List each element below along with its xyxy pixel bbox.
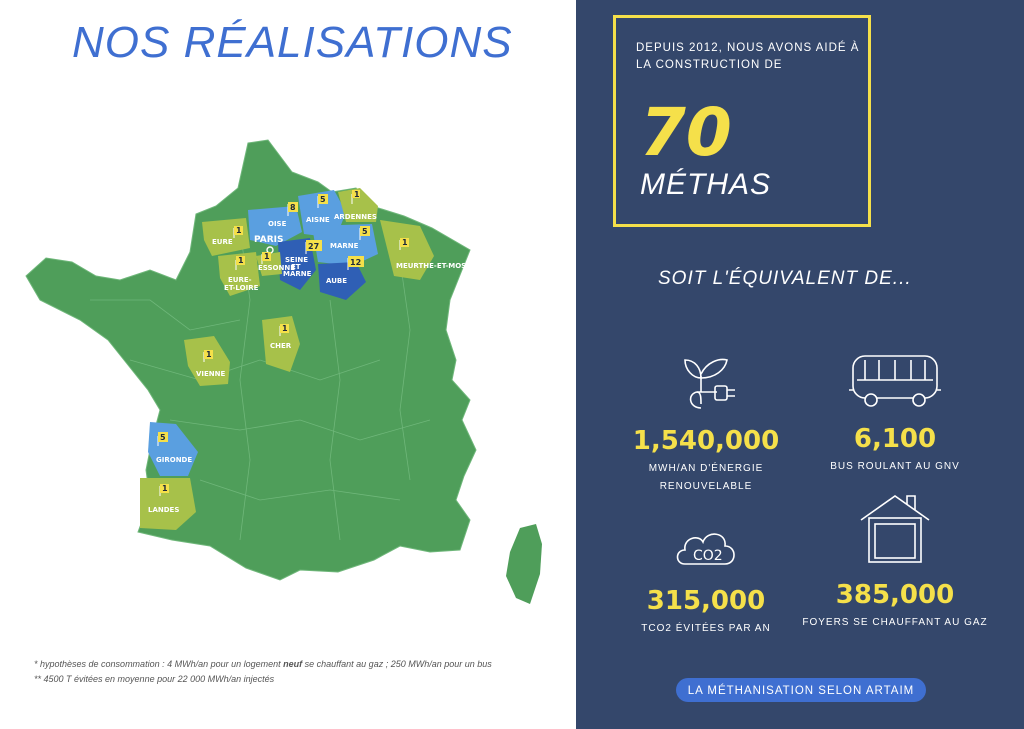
svg-text:1: 1	[162, 484, 168, 493]
flag-aisne: 5	[317, 194, 328, 208]
flag-oise: 8	[287, 202, 298, 216]
paris-label: PARIS	[254, 235, 284, 245]
co2-text: CO2	[693, 548, 723, 564]
stat-co2-value: 315,000	[646, 586, 766, 616]
label-vienne: VIENNE	[196, 370, 226, 378]
region-ardennes	[338, 188, 378, 222]
svg-text:12: 12	[350, 258, 361, 267]
highlight-number: 70	[640, 94, 732, 171]
footnote-1: * hypothèses de consommation : 4 MWh/an …	[34, 657, 564, 672]
map-panel: NOS RÉALISATIONS PARI	[25, 18, 564, 687]
label-aube: AUBE	[326, 277, 347, 285]
flag-eure-et-loire: 1	[235, 256, 245, 270]
equivalent-title: SOIT L'ÉQUIVALENT DE...	[658, 268, 912, 289]
stat-homes-value: 385,000	[835, 580, 955, 610]
label-oise: OISE	[268, 220, 287, 228]
label-eure-et-loire: EURE-	[228, 276, 252, 284]
label-eure-et-loire-2: ET-LOIRE	[224, 284, 259, 292]
stat-bus-value: 6,100	[853, 424, 937, 454]
stat-energy-label: MWH/AN D'ÉNERGIE RENOUVELABLE	[648, 463, 764, 492]
label-ardennes: ARDENNES	[334, 213, 377, 221]
bus-icon	[849, 355, 941, 407]
region-eure-et-loire	[218, 252, 260, 296]
label-landes: LANDES	[148, 506, 179, 514]
stat-homes: 385,000 FOYERS SE CHAUFFANT AU GAZ	[795, 490, 995, 632]
region-meurthe-et-moselle	[380, 220, 434, 280]
flag-gironde: 5	[157, 432, 168, 446]
svg-text:1: 1	[402, 238, 408, 247]
france-map: PARIS OISE AISNE ARDENNES EURE SEINE ET …	[25, 139, 542, 604]
region-aube	[318, 262, 366, 300]
flag-ardennes: 1	[351, 190, 360, 204]
stat-co2: CO2 315,000 TCO2 ÉVITÉES PAR AN	[606, 520, 806, 638]
svg-text:5: 5	[362, 227, 368, 236]
stat-bus-label: BUS ROULANT AU GNV	[830, 461, 960, 472]
region-cher	[262, 316, 300, 372]
stat-energy-value: 1,540,000	[632, 426, 780, 456]
region-vienne	[184, 336, 230, 386]
label-cher: CHER	[270, 342, 292, 350]
flag-eure: 1	[233, 226, 243, 238]
footnotes: * hypothèses de consommation : 4 MWh/an …	[34, 657, 564, 687]
house-icon	[860, 495, 930, 563]
svg-text:8: 8	[290, 203, 296, 212]
flag-cher: 1	[279, 324, 289, 336]
highlight-box: DEPUIS 2012, NOUS AVONS AIDÉ À LA CONSTR…	[613, 15, 871, 227]
flag-seine-et-marne: 27	[305, 240, 322, 254]
region-landes	[140, 478, 196, 530]
plant-plug-icon	[684, 358, 735, 409]
label-marne-sm: MARNE	[283, 270, 312, 278]
svg-text:1: 1	[282, 324, 288, 333]
svg-text:1: 1	[264, 252, 270, 261]
highlight-intro: DEPUIS 2012, NOUS AVONS AIDÉ À LA CONSTR…	[636, 42, 860, 71]
page-title: NOS RÉALISATIONS	[72, 18, 513, 67]
flag-essonne: 1	[261, 252, 271, 264]
label-et: ET	[291, 263, 301, 271]
flag-aube: 12	[347, 256, 364, 270]
label-meurthe: MEURTHE-ET-MOSELLE	[396, 262, 485, 270]
flag-landes: 1	[159, 484, 169, 496]
svg-text:1: 1	[236, 226, 242, 235]
label-seine: SEINE	[285, 256, 308, 264]
corsica	[506, 524, 542, 604]
methanisation-button[interactable]: LA MÉTHANISATION SELON ARTAIM	[676, 678, 926, 702]
label-essonne: ESSONNE	[258, 264, 295, 272]
footnote-1-a: * hypothèses de consommation : 4 MWh/an …	[34, 659, 284, 669]
svg-text:1: 1	[206, 350, 212, 359]
stat-homes-label: FOYERS SE CHAUFFANT AU GAZ	[802, 617, 988, 628]
highlight-unit: MÉTHAS	[640, 168, 772, 201]
label-marne: MARNE	[330, 242, 359, 250]
label-gironde: GIRONDE	[156, 456, 192, 464]
footnote-1-bold: neuf	[283, 659, 303, 669]
flag-vienne: 1	[203, 350, 213, 362]
svg-text:5: 5	[320, 195, 326, 204]
footnote-1-b: se chauffant au gaz ; 250 MWh/an pour un…	[302, 659, 492, 669]
count-flags: 8 5 1 1 27 5 1 1 1 12 1 1 5 1	[157, 190, 409, 496]
stat-bus: 6,100 BUS ROULANT AU GNV	[795, 350, 995, 476]
svg-text:1: 1	[354, 190, 360, 199]
stat-co2-label: TCO2 ÉVITÉES PAR AN	[641, 623, 771, 634]
flag-marne: 5	[359, 226, 370, 240]
label-aisne: AISNE	[306, 216, 330, 224]
france-mainland	[25, 139, 477, 581]
svg-text:5: 5	[160, 433, 166, 442]
flag-meurthe: 1	[399, 238, 409, 250]
stat-energy: 1,540,000 MWH/AN D'ÉNERGIE RENOUVELABLE	[606, 348, 806, 496]
stats-panel	[576, 0, 1024, 729]
footnote-2: ** 4500 T évitées en moyenne pour 22 000…	[34, 674, 275, 684]
co2-cloud-icon: CO2	[676, 533, 735, 565]
svg-text:1: 1	[238, 256, 244, 265]
svg-text:27: 27	[308, 242, 319, 251]
label-eure: EURE	[212, 238, 233, 246]
